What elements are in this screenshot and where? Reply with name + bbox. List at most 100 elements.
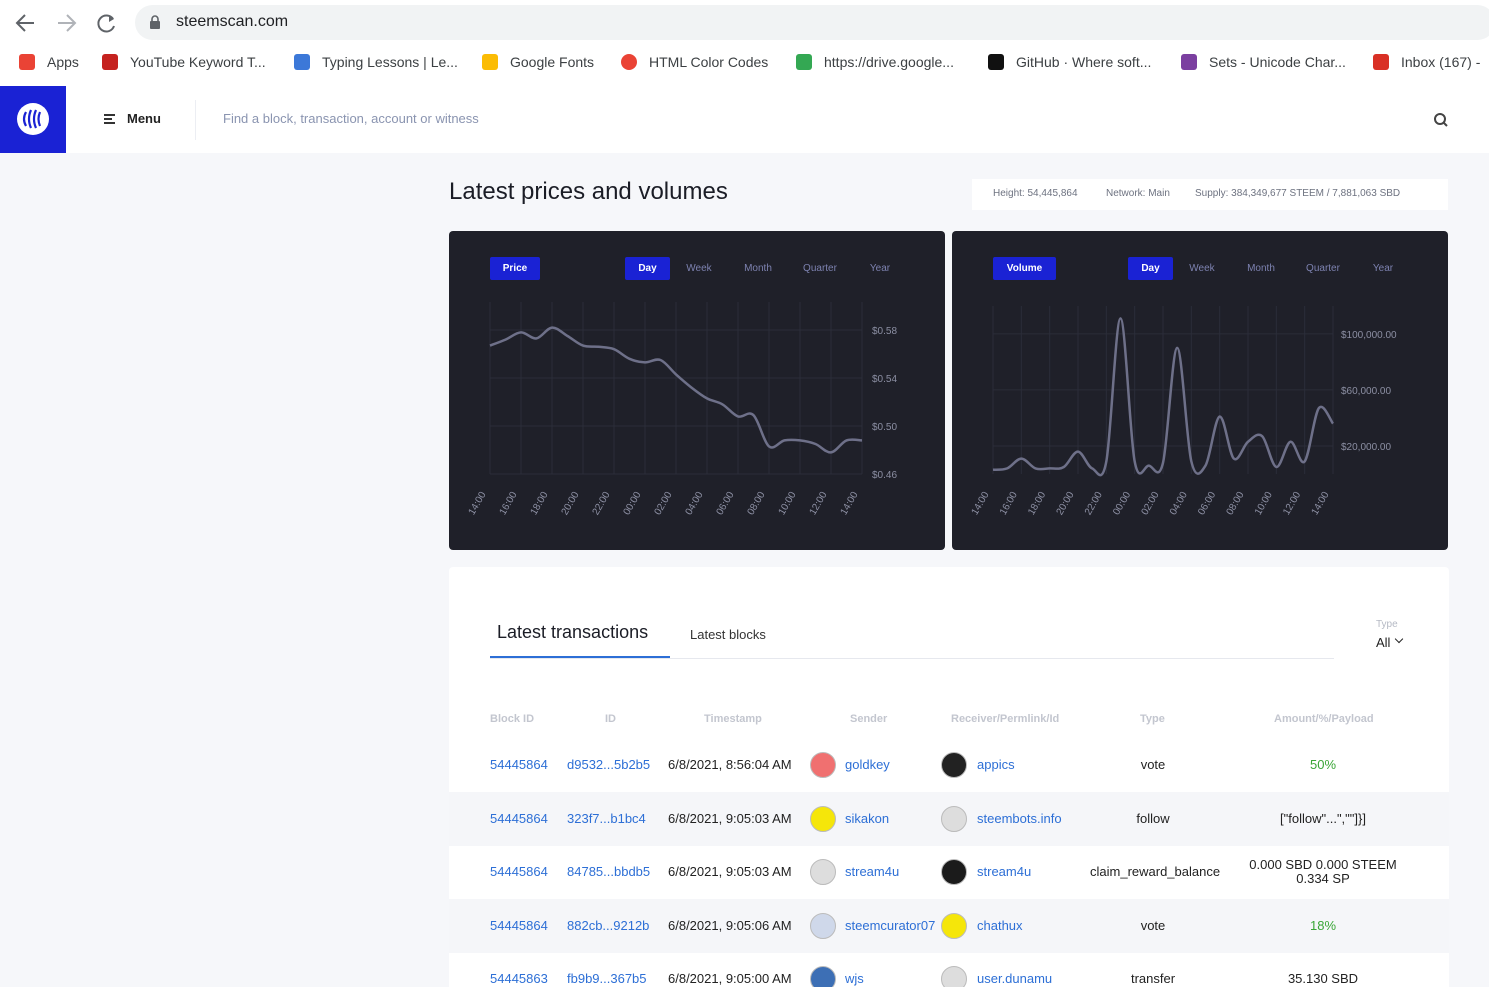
- logo[interactable]: [0, 86, 66, 153]
- x-tick-label: 02:00: [1140, 490, 1162, 518]
- avatar: [941, 752, 967, 778]
- range-tab[interactable]: Day: [1128, 257, 1173, 280]
- avatar: [810, 859, 836, 886]
- link[interactable]: steemcurator07: [845, 917, 936, 933]
- address-bar[interactable]: [135, 5, 1489, 40]
- menu-icon[interactable]: [103, 113, 117, 125]
- bookmark-icon[interactable]: [1373, 54, 1389, 70]
- bookmark-icon[interactable]: [621, 54, 637, 70]
- chart-label-button[interactable]: Volume: [993, 257, 1056, 280]
- x-tick-label: 06:00: [1196, 490, 1218, 518]
- bookmark-icon[interactable]: [1181, 54, 1197, 70]
- bookmark-icon[interactable]: [19, 54, 35, 70]
- link[interactable]: d9532...5b2b5: [567, 757, 651, 772]
- bookmark[interactable]: Apps: [47, 54, 79, 70]
- range-tab[interactable]: Day: [625, 257, 670, 280]
- link[interactable]: 54445863: [490, 971, 548, 987]
- bookmark[interactable]: Google Fonts: [510, 54, 595, 70]
- y-tick-label: $0.58: [872, 326, 897, 337]
- search-icon[interactable]: [1433, 112, 1449, 128]
- y-tick-label: $0.50: [872, 422, 897, 433]
- column-header: Amount/%/Payload: [1274, 713, 1374, 725]
- url: steemscan.com: [176, 13, 289, 30]
- column-header: Receiver/Permlink/Id: [951, 713, 1060, 725]
- bookmark[interactable]: Inbox (167) -: [1401, 54, 1481, 70]
- link[interactable]: user.dunamu: [977, 971, 1053, 987]
- x-tick-label: 22:00: [1083, 490, 1105, 518]
- tab-rule: [490, 658, 1334, 659]
- range-tab[interactable]: Week: [1189, 263, 1215, 274]
- tx-type: transfer: [1130, 971, 1176, 987]
- x-tick-label: 06:00: [715, 490, 737, 518]
- link[interactable]: 54445864: [490, 757, 548, 772]
- chart: $20,000.00 $60,000.00 $100,000.00 14:00 16:0…: [970, 306, 1397, 518]
- filter-label[interactable]: Type: [1376, 619, 1398, 630]
- divider: [195, 100, 196, 140]
- chart-label-button[interactable]: Price: [490, 257, 540, 280]
- bookmark[interactable]: HTML Color Codes: [649, 54, 769, 70]
- link[interactable]: steembots.info: [977, 810, 1062, 826]
- range-tab[interactable]: Week: [686, 263, 712, 274]
- tx-type: follow: [1136, 810, 1170, 826]
- x-tick-label: 16:00: [498, 490, 520, 518]
- link[interactable]: chathux: [977, 917, 1023, 933]
- link[interactable]: fb9b9...367b5: [567, 971, 647, 987]
- bookmark-icon[interactable]: [796, 54, 812, 70]
- menu-label[interactable]: Menu: [127, 111, 161, 126]
- bookmark-icon[interactable]: [294, 54, 310, 70]
- y-tick-label: $0.46: [872, 470, 897, 481]
- bookmark[interactable]: GitHub · Where soft...: [1016, 54, 1152, 70]
- timestamp: 6/8/2021, 9:05:06 AM: [668, 917, 792, 933]
- range-tab[interactable]: Month: [744, 263, 772, 274]
- link[interactable]: stream4u: [977, 864, 1032, 880]
- tx-type: claim_reward_balance: [1090, 864, 1221, 880]
- range-tab[interactable]: Year: [1372, 263, 1394, 274]
- y-tick-label: $0.54: [872, 374, 897, 385]
- tab-underline[interactable]: [490, 656, 670, 658]
- link[interactable]: appics: [977, 757, 1015, 772]
- link[interactable]: wjs: [845, 971, 864, 987]
- bookmark[interactable]: Typing Lessons | Le...: [322, 54, 458, 70]
- link[interactable]: goldkey: [845, 757, 890, 772]
- amount: ["follow"...",""]}]: [1280, 810, 1366, 826]
- stat: Network: Main: [1106, 188, 1170, 199]
- range-tab[interactable]: Quarter: [803, 263, 837, 274]
- bookmark-icon[interactable]: [988, 54, 1004, 70]
- avatar: [941, 966, 967, 987]
- y-tick-label: $60,000.00: [1341, 386, 1391, 397]
- x-tick-label: 08:00: [1225, 490, 1247, 518]
- x-tick-label: 00:00: [1111, 490, 1133, 518]
- tab[interactable]: Latest blocks: [690, 627, 766, 642]
- nav-buttons[interactable]: [12, 10, 122, 36]
- avatar: [810, 805, 836, 832]
- link[interactable]: 54445864: [490, 917, 548, 933]
- link[interactable]: 84785...bbdb5: [567, 864, 651, 880]
- bookmark-icon[interactable]: [482, 54, 498, 70]
- range-tab[interactable]: Year: [869, 263, 891, 274]
- link[interactable]: stream4u: [845, 864, 900, 880]
- timestamp: 6/8/2021, 9:05:00 AM: [668, 971, 792, 987]
- lock-icon: [150, 15, 160, 29]
- x-tick-label: 04:00: [1168, 490, 1190, 518]
- chart: $0.46 $0.50 $0.54 $0.58 14:00 16:00 18:00 20:00…: [467, 302, 897, 518]
- stat: Height: 54,445,864: [993, 188, 1078, 199]
- link[interactable]: 54445864: [490, 864, 548, 880]
- bookmark[interactable]: Sets - Unicode Char...: [1209, 54, 1346, 70]
- link[interactable]: 882cb...9212b: [567, 917, 650, 933]
- range-tab[interactable]: Month: [1247, 263, 1275, 274]
- link[interactable]: sikakon: [845, 810, 890, 826]
- stats-box: [972, 179, 1448, 210]
- search-input[interactable]: Find a block, transaction, account or wi…: [223, 111, 479, 126]
- range-tab[interactable]: Quarter: [1306, 263, 1340, 274]
- link[interactable]: 323f7...b1bc4: [567, 810, 646, 826]
- x-tick-label: 12:00: [1281, 490, 1303, 518]
- tab[interactable]: Latest transactions: [497, 622, 649, 642]
- link[interactable]: 54445864: [490, 810, 548, 826]
- amount: 0.334 SP: [1296, 871, 1350, 887]
- type-filter[interactable]: All: [1376, 635, 1391, 650]
- avatar: [810, 966, 836, 987]
- bookmark[interactable]: https://drive.google...: [824, 54, 954, 70]
- bookmark[interactable]: YouTube Keyword T...: [130, 54, 266, 70]
- bookmark-icon[interactable]: [102, 54, 118, 70]
